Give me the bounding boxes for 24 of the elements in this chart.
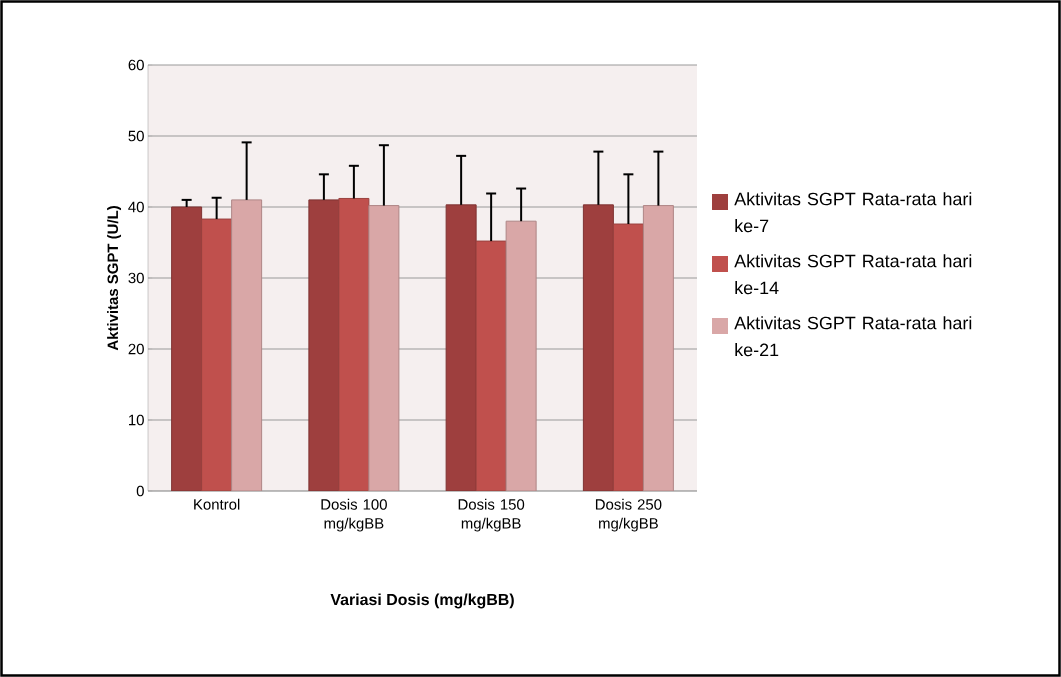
x-tick-label: Dosis 100 mg/kgBB [321, 498, 387, 532]
legend-label: Aktivitas SGPT Rata-rata hari ke-14 [734, 254, 972, 295]
x-tick-label: Kontrol [194, 498, 240, 510]
bar [338, 197, 370, 491]
x-tick-label: Dosis 250 mg/kgBB [595, 498, 662, 532]
bar [475, 240, 507, 491]
y-tick-label: 30 [128, 272, 144, 284]
y-tick-label: 40 [128, 201, 144, 213]
legend-label: Aktivitas SGPT Rata-rata hari ke-7 [734, 192, 972, 233]
bar [231, 199, 263, 491]
bar [505, 220, 537, 491]
y-tick-label: 50 [128, 130, 144, 142]
x-axis-title: Variasi Dosis (mg/kgBB) [330, 593, 514, 609]
y-axis-title: Aktivitas SGPT (U/L) [107, 206, 122, 351]
bar [368, 205, 400, 491]
y-tick-label: 20 [128, 343, 144, 355]
y-tick-label: 10 [129, 414, 144, 426]
y-tick-label: 0 [136, 485, 144, 497]
y-tick-label: 60 [128, 59, 144, 71]
legend-label: Aktivitas SGPT Rata-rata hari ke-21 [734, 316, 972, 357]
bar [642, 205, 674, 491]
x-tick-label: Dosis 150 mg/kgBB [458, 498, 525, 532]
bar [201, 218, 233, 491]
bar [612, 223, 644, 491]
